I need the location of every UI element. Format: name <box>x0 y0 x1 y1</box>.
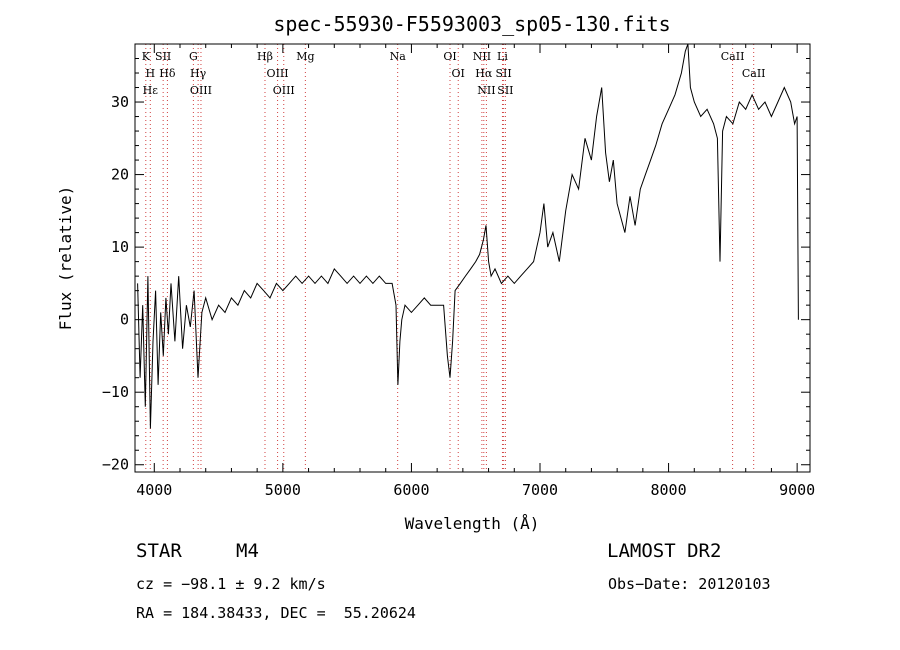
observation-date: Obs−Date: 20120103 <box>608 575 771 593</box>
line-label-1-0: H <box>146 67 156 80</box>
line-label-14-0: NII <box>473 50 491 63</box>
chart-title: spec-55930-F5593003_sp05-130.fits <box>273 12 670 36</box>
line-label-6-0: OIII <box>190 84 212 97</box>
object-subclass: M4 <box>236 540 259 562</box>
plot-frame <box>134 43 811 473</box>
emission-line-markers <box>145 44 755 472</box>
y-tick-label-10: 10 <box>111 238 129 256</box>
y-tick-label-30: 30 <box>111 93 129 111</box>
line-label-2-0: SII <box>155 50 171 63</box>
x-tick-label-6000: 6000 <box>393 481 429 499</box>
x-tick-label-7000: 7000 <box>522 481 558 499</box>
redshift-velocity: cz = −98.1 ± 9.2 km/s <box>136 575 326 593</box>
line-label-4-0: G <box>189 50 198 63</box>
line-label-1-1: Hε <box>143 84 159 97</box>
line-label-15-0: Hα <box>475 67 493 80</box>
x-axis-ticks: 4000 5000 6000 7000 8000 9000 <box>136 44 815 499</box>
y-axis-label: Flux (relative) <box>56 186 75 331</box>
x-tick-label-8000: 8000 <box>651 481 687 499</box>
line-label-5-0: Hγ <box>190 67 207 80</box>
line-label-3-0: Hδ <box>159 67 176 80</box>
line-label-13-0: OI <box>452 67 465 80</box>
x-tick-label-4000: 4000 <box>136 481 172 499</box>
y-axis-ticks: −20 −10 0 10 20 30 <box>102 58 810 474</box>
y-tick-label-20: 20 <box>111 166 129 184</box>
line-label-20-0: CaII <box>721 50 745 63</box>
survey-name: LAMOST DR2 <box>607 540 722 562</box>
line-label-17-0: Li <box>497 50 508 63</box>
line-label-21-0: CaII <box>742 67 766 80</box>
line-label-11-0: Na <box>390 50 407 63</box>
y-tick-label--20: −20 <box>102 456 129 474</box>
line-label-8-0: OIII <box>267 67 289 80</box>
line-label-10-0: Mg <box>296 50 314 63</box>
line-label-19-0: SII <box>497 84 513 97</box>
x-tick-label-9000: 9000 <box>779 481 815 499</box>
emission-line-labels: KH Hε SII Hδ G Hγ OIII Hβ OIII OIII Mg Na OI OI NII Hα N… <box>142 50 766 97</box>
line-label-18-0: SII <box>495 67 511 80</box>
line-label-16-0: NII <box>477 84 495 97</box>
x-axis-label: Wavelength (Å) <box>405 514 540 533</box>
y-tick-label-0: 0 <box>120 311 129 329</box>
object-class: STAR <box>136 540 182 562</box>
line-label-9-0: OIII <box>273 84 295 97</box>
line-label-12-0: OI <box>443 50 456 63</box>
ra-dec-coordinates: RA = 184.38433, DEC = 55.20624 <box>136 604 416 622</box>
line-label-7-0: Hβ <box>257 50 273 63</box>
spectrum-line <box>137 43 799 429</box>
x-tick-label-5000: 5000 <box>265 481 301 499</box>
line-label-0-0: K <box>142 50 151 63</box>
y-tick-label--10: −10 <box>102 383 129 401</box>
